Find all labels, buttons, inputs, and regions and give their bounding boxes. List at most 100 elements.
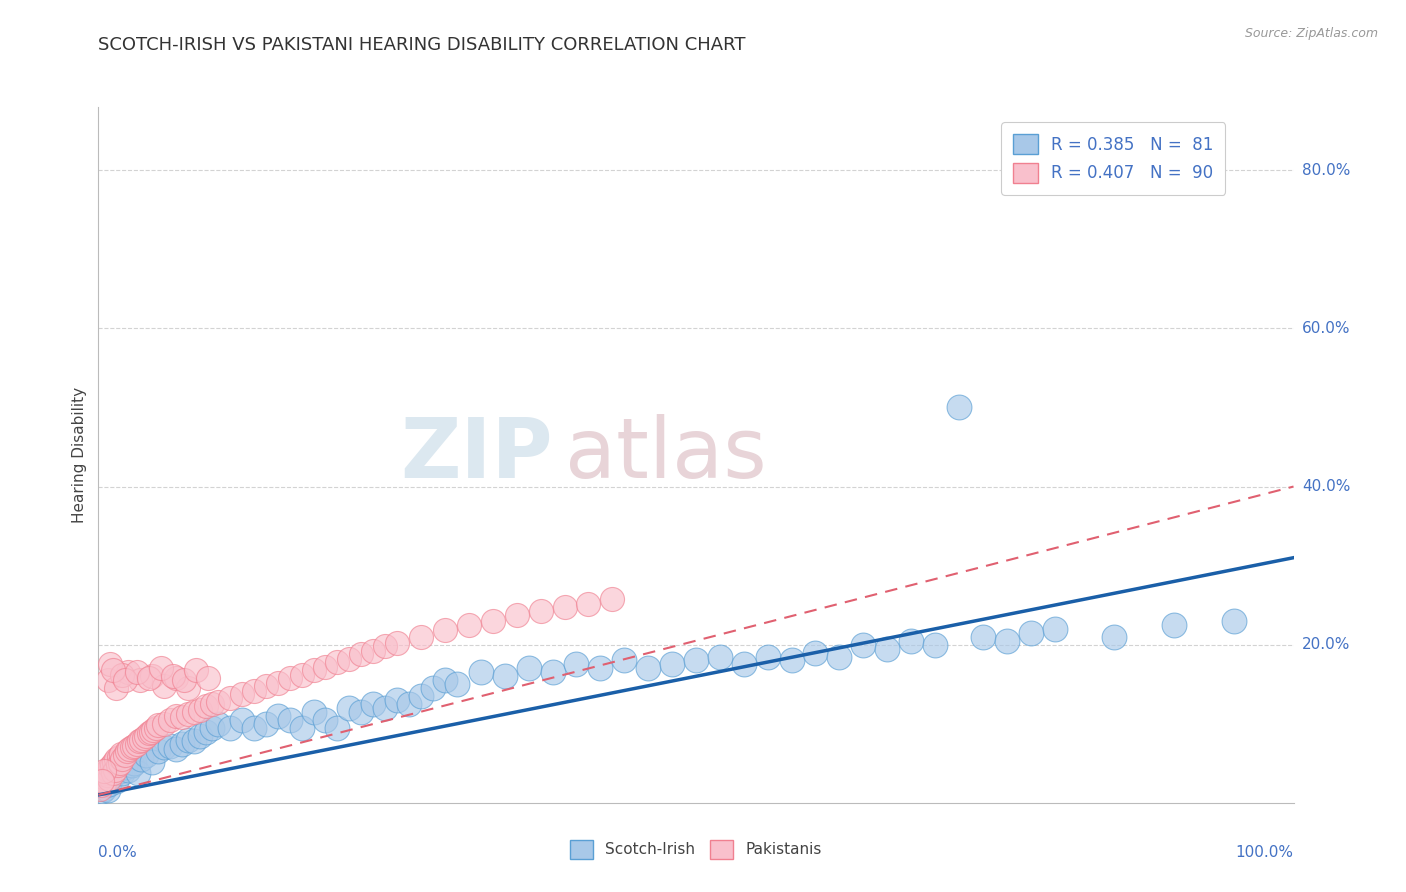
Point: [121, 740, 143, 755]
Point: [589, 661, 612, 675]
Point: [195, 699, 218, 714]
Text: 20.0%: 20.0%: [1302, 637, 1350, 652]
Point: [876, 641, 898, 656]
Point: [103, 755, 125, 769]
Point: [231, 687, 253, 701]
Point: [148, 718, 170, 732]
Point: [780, 653, 803, 667]
Point: [278, 713, 301, 727]
Point: [458, 618, 481, 632]
Point: [1019, 625, 1042, 640]
Point: [125, 665, 148, 680]
Point: [339, 701, 361, 715]
Point: [101, 663, 124, 677]
Point: [278, 671, 301, 685]
Point: [91, 773, 114, 788]
Point: [89, 780, 111, 794]
Point: [153, 716, 176, 731]
Point: [91, 773, 114, 788]
Point: [422, 681, 444, 695]
Point: [804, 646, 827, 660]
Point: [104, 763, 127, 777]
Point: [127, 765, 149, 780]
Point: [138, 726, 160, 740]
Point: [291, 667, 314, 681]
Point: [315, 660, 337, 674]
Point: [107, 750, 129, 764]
Point: [434, 673, 457, 688]
Point: [350, 647, 373, 661]
Point: [302, 705, 325, 719]
Point: [481, 614, 505, 628]
Point: [91, 784, 114, 798]
Point: [411, 689, 433, 703]
Point: [90, 776, 112, 790]
Point: [111, 667, 134, 681]
Point: [243, 721, 266, 735]
Point: [254, 716, 277, 731]
Text: atlas: atlas: [565, 415, 766, 495]
Point: [177, 707, 200, 722]
Point: [172, 710, 194, 724]
Point: [302, 663, 325, 677]
Text: Source: ZipAtlas.com: Source: ZipAtlas.com: [1244, 27, 1378, 40]
Point: [900, 633, 922, 648]
Point: [517, 661, 540, 675]
Point: [165, 742, 187, 756]
Point: [162, 669, 184, 683]
Point: [90, 778, 112, 793]
Point: [138, 671, 160, 685]
Point: [852, 638, 875, 652]
Point: [131, 752, 153, 766]
Legend: Scotch-Irish, Pakistanis: Scotch-Irish, Pakistanis: [564, 834, 828, 864]
Point: [101, 765, 124, 780]
Point: [374, 701, 396, 715]
Point: [105, 752, 128, 766]
Point: [195, 724, 218, 739]
Point: [219, 691, 242, 706]
Point: [96, 773, 118, 788]
Point: [756, 649, 779, 664]
Point: [114, 673, 136, 688]
Text: 100.0%: 100.0%: [1236, 845, 1294, 860]
Point: [554, 599, 576, 614]
Point: [93, 781, 115, 796]
Point: [121, 757, 143, 772]
Point: [141, 669, 163, 683]
Point: [267, 675, 290, 690]
Point: [177, 732, 200, 747]
Point: [231, 713, 253, 727]
Point: [637, 661, 659, 675]
Point: [159, 739, 181, 753]
Point: [153, 679, 176, 693]
Point: [110, 747, 132, 761]
Text: 80.0%: 80.0%: [1302, 163, 1350, 178]
Text: SCOTCH-IRISH VS PAKISTANI HEARING DISABILITY CORRELATION CHART: SCOTCH-IRISH VS PAKISTANI HEARING DISABI…: [98, 36, 747, 54]
Point: [254, 679, 277, 693]
Point: [924, 638, 946, 652]
Point: [153, 740, 176, 755]
Point: [1043, 622, 1066, 636]
Point: [578, 597, 600, 611]
Point: [183, 705, 205, 719]
Point: [165, 671, 187, 685]
Point: [98, 777, 121, 791]
Point: [1163, 618, 1185, 632]
Point: [100, 757, 122, 772]
Point: [94, 765, 117, 780]
Point: [291, 721, 314, 735]
Point: [188, 729, 211, 743]
Point: [132, 731, 155, 745]
Point: [374, 639, 396, 653]
Point: [142, 723, 165, 737]
Point: [685, 653, 707, 667]
Point: [411, 630, 433, 644]
Point: [97, 673, 120, 688]
Point: [385, 693, 409, 707]
Point: [129, 673, 152, 688]
Point: [128, 734, 150, 748]
Point: [97, 783, 120, 797]
Text: ZIP: ZIP: [401, 415, 553, 495]
Point: [733, 657, 755, 672]
Point: [541, 665, 564, 680]
